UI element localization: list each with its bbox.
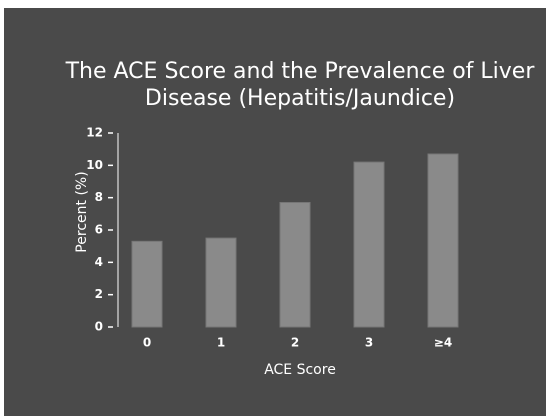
y-tick-label: 0 [95,320,103,334]
y-tick-label: 10 [86,158,103,172]
bar [353,161,385,328]
y-tick-label: 2 [95,287,103,301]
y-axis-label: Percent (%) [74,171,90,252]
bar [427,153,459,328]
x-tick-label: 1 [217,336,225,350]
bar [205,237,237,328]
chart-title-line: The ACE Score and the Prevalence of Live… [65,59,536,84]
y-tick-label: 6 [95,223,103,237]
bar [279,202,311,328]
x-tick-label: 3 [365,336,373,350]
x-tick-label: ≥4 [434,336,452,350]
x-tick-label: 0 [143,336,151,350]
x-axis-label: ACE Score [264,362,336,378]
y-tick-label: 12 [86,126,103,140]
chart-title-line: Disease (Hepatitis/Jaundice) [145,86,455,111]
bar [131,240,163,328]
x-tick-label: 2 [291,336,299,350]
y-tick-label: 4 [95,255,103,269]
y-tick-label: 8 [95,190,103,204]
